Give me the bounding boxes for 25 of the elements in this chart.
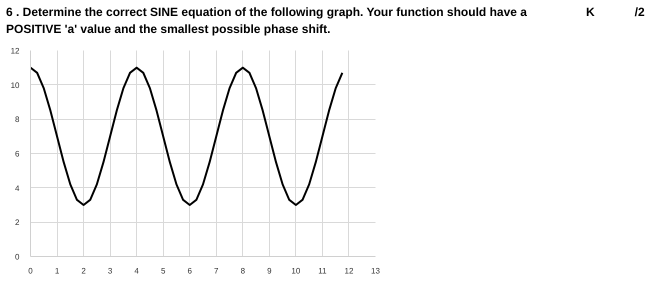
- chart-title: 6 . Determine the correct SINE equation of the following graph. Your function should have a POSITIVE 'a' value and the smallest possible phase shift.: [6, 4, 528, 38]
- y-tick-label: 4: [15, 184, 20, 193]
- text: K: [586, 4, 595, 21]
- x-tick-label: 6: [188, 266, 193, 276]
- x-tick-label: 4: [134, 266, 140, 276]
- x-tick-label: 9: [267, 266, 272, 276]
- y-tick-label: 0: [15, 252, 20, 262]
- x-tick-label: 5: [160, 266, 166, 276]
- x-tick-label: 2: [81, 266, 86, 276]
- y-tick-label: 8: [15, 115, 20, 124]
- x-tick-label: 13: [371, 266, 380, 276]
- x-tick-label: 0: [28, 266, 34, 276]
- x-tick-label: 1: [54, 266, 60, 276]
- x-tick-label: 10: [291, 266, 301, 276]
- text: /2: [634, 4, 645, 21]
- x-tick-label: 7: [214, 266, 220, 276]
- x-tick-label: 8: [240, 266, 246, 276]
- x-tick-label: 3: [108, 266, 113, 276]
- y-tick-label: 10: [10, 80, 20, 90]
- line-series: [30, 66, 344, 206]
- y-tick-label: 2: [15, 218, 20, 228]
- x-tick-label: 11: [318, 266, 328, 276]
- y-tick-label: 6: [15, 150, 20, 158]
- x-tick-label: 12: [344, 266, 354, 276]
- y-tick-label: 12: [10, 46, 20, 56]
